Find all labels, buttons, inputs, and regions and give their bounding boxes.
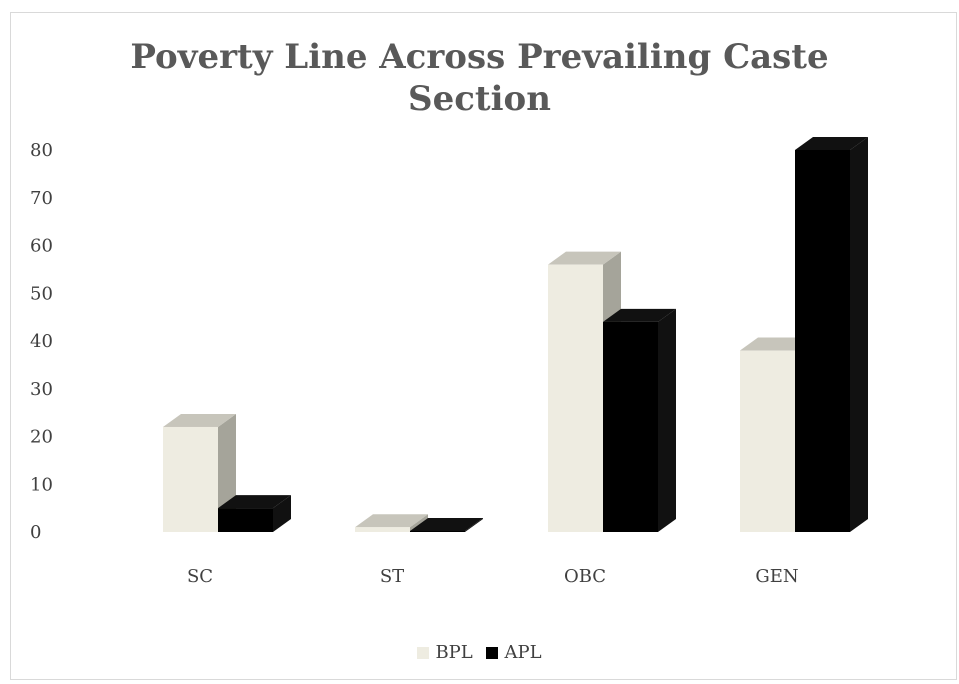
chart-title: Poverty Line Across Prevailing Caste Sec… [0, 36, 959, 120]
x-tick-label: GEN [755, 566, 798, 587]
bar-top-bpl [163, 413, 236, 427]
legend-item-bpl: BPL [417, 642, 473, 663]
bar-side-apl [658, 308, 676, 532]
bar-bpl-gen [740, 350, 795, 532]
legend-item-apl: APL [486, 642, 542, 663]
bar-top-apl [410, 518, 483, 531]
y-tick-label: 0 [30, 522, 41, 543]
x-tick-label: ST [380, 566, 404, 587]
bar-apl-obc [603, 321, 658, 532]
y-tick-label: 10 [30, 474, 53, 495]
bar-top-apl [218, 495, 291, 509]
bar-side-bpl [410, 514, 428, 532]
chart-legend: BPL APL [0, 642, 959, 664]
bar-side-apl [273, 495, 291, 532]
chart-title-line-1: Poverty Line Across Prevailing Caste [130, 37, 829, 77]
chart-title-line-2: Section [408, 79, 551, 119]
y-tick-label: 20 [30, 427, 53, 448]
bar-apl-st [410, 531, 465, 532]
x-tick-label: SC [187, 566, 213, 587]
legend-label-bpl: BPL [435, 642, 473, 663]
legend-label-apl: APL [504, 642, 542, 663]
legend-swatch-apl [486, 646, 499, 659]
bar-side-apl [465, 518, 483, 532]
legend-swatch-bpl [417, 646, 430, 659]
bar-apl-gen [795, 150, 850, 532]
bar-top-apl [795, 137, 868, 150]
bar-bpl-st [355, 527, 410, 532]
bar-top-bpl [355, 514, 428, 528]
bar-top-apl [603, 308, 676, 322]
bar-bpl-sc [163, 426, 218, 532]
x-tick-label: OBC [564, 566, 606, 587]
y-tick-label: 70 [30, 188, 53, 209]
y-tick-label: 50 [30, 283, 53, 304]
bar-apl-sc [218, 508, 273, 532]
y-tick-label: 60 [30, 236, 53, 257]
y-tick-label: 30 [30, 379, 53, 400]
bar-top-bpl [548, 251, 621, 265]
y-tick-label: 40 [30, 331, 53, 352]
bar-top-bpl [740, 337, 813, 351]
bar-side-apl [850, 137, 868, 532]
bar-bpl-obc [548, 264, 603, 532]
y-tick-label: 80 [30, 140, 53, 161]
